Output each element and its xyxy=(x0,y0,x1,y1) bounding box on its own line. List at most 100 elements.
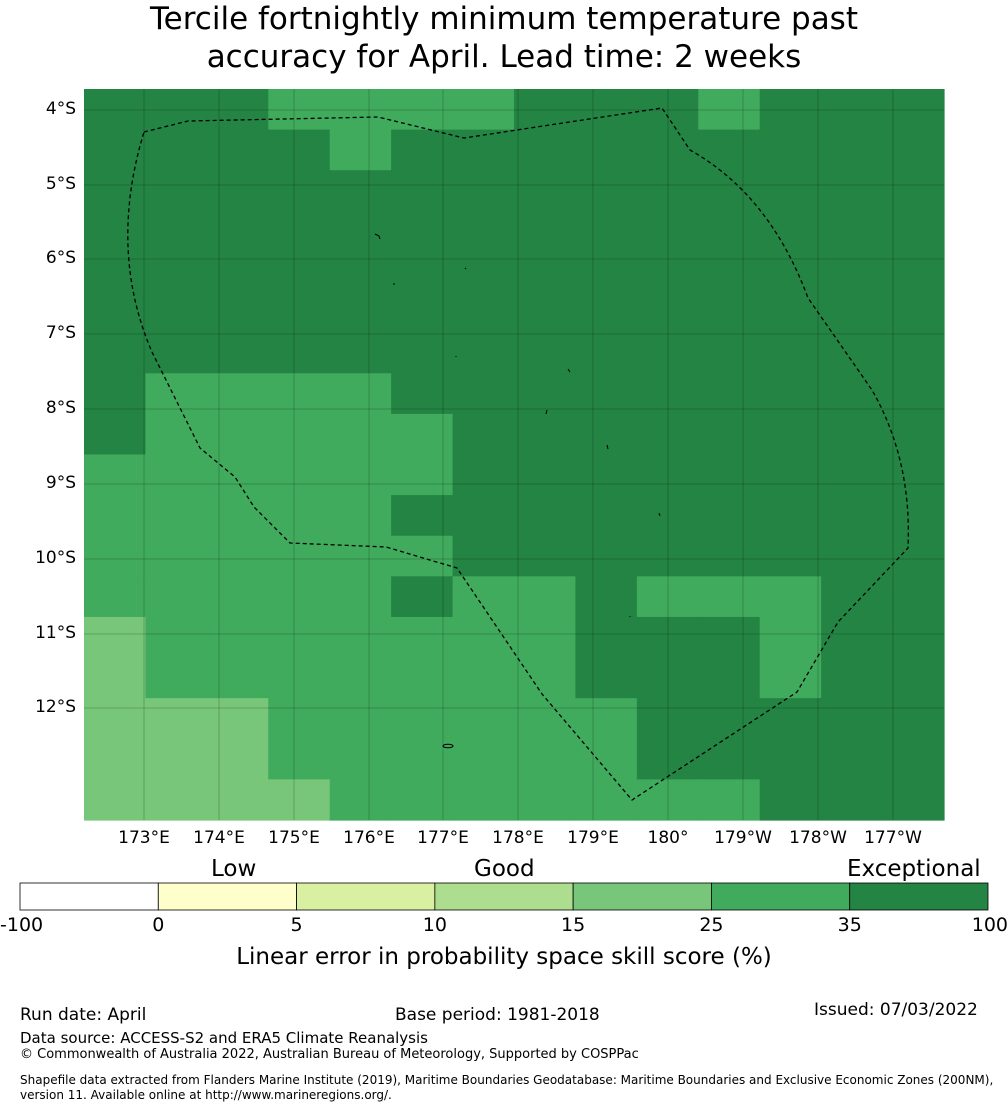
grid-cell xyxy=(452,170,515,212)
grid-cell xyxy=(391,657,454,699)
grid-cell xyxy=(84,576,147,618)
longitude-label: 179°E xyxy=(567,828,619,848)
grid-cell xyxy=(636,576,699,618)
longitude-label: 179°W xyxy=(714,828,772,848)
colorbar-segment xyxy=(296,882,436,911)
grid-cell xyxy=(575,738,638,780)
grid-cell xyxy=(698,129,761,171)
grid-cell xyxy=(698,292,761,334)
grid-cell xyxy=(145,292,208,334)
map-title: Tercile fortnightly minimum temperature … xyxy=(0,0,1008,76)
grid-cell xyxy=(206,535,269,577)
grid-cell xyxy=(575,616,638,659)
grid-cell xyxy=(452,738,515,780)
colorbar-tick-label: 5 xyxy=(290,914,303,936)
grid-cell xyxy=(698,495,761,537)
grid-cell xyxy=(882,454,945,496)
grid-cell xyxy=(206,616,269,659)
grid-cell xyxy=(206,89,269,131)
grid-cell xyxy=(268,332,331,374)
grid-cell xyxy=(84,779,147,821)
grid-cell xyxy=(514,170,577,212)
grid-cell xyxy=(882,535,945,577)
grid-cell xyxy=(206,779,269,821)
grid-cell xyxy=(575,292,638,334)
grid-cell xyxy=(145,657,208,699)
grid-cell xyxy=(882,373,945,415)
shapefile-credit-1: Shapefile data extracted from Flanders M… xyxy=(20,1073,994,1087)
longitude-label: 177°E xyxy=(417,828,469,848)
grid-cell xyxy=(206,373,269,415)
grid-cell xyxy=(84,170,147,212)
grid-cell xyxy=(391,373,454,415)
issued-date: Issued: 07/03/2022 xyxy=(814,1000,978,1020)
grid-cell xyxy=(329,576,392,618)
grid-cell xyxy=(514,698,577,740)
grid-cell xyxy=(145,576,208,618)
grid-cell xyxy=(514,738,577,780)
grid-cell xyxy=(391,129,454,171)
grid-cell xyxy=(575,170,638,212)
grid-cell xyxy=(84,413,147,456)
grid-cell xyxy=(268,657,331,699)
graticule xyxy=(84,89,944,820)
grid-cell xyxy=(636,495,699,537)
grid-cell xyxy=(882,332,945,374)
grid-cell xyxy=(821,251,884,293)
grid-cell xyxy=(882,170,945,212)
grid-cell xyxy=(268,210,331,253)
grid-cell xyxy=(84,698,147,740)
grid-cell xyxy=(391,698,454,740)
grid-cell xyxy=(698,413,761,456)
grid-cell xyxy=(329,779,392,821)
island xyxy=(374,233,381,240)
grid-cell xyxy=(514,495,577,537)
grid-cell xyxy=(329,454,392,496)
grid-cell xyxy=(391,292,454,334)
grid-cell xyxy=(821,535,884,577)
grid-cell xyxy=(268,616,331,659)
grid-cell xyxy=(882,292,945,334)
grid-cell xyxy=(882,210,945,253)
grid-cell xyxy=(206,332,269,374)
grid-cell xyxy=(759,616,822,659)
colorbar-segment xyxy=(157,882,297,911)
grid-cell xyxy=(882,698,945,740)
grid-cell xyxy=(821,292,884,334)
grid-cell xyxy=(821,89,884,131)
grid-cell xyxy=(821,698,884,740)
grid-cell xyxy=(452,698,515,740)
run-date: Run date: April xyxy=(20,1005,147,1025)
grid-cell xyxy=(268,698,331,740)
grid-cell xyxy=(636,332,699,374)
grid-cell xyxy=(84,89,147,131)
grid-cell xyxy=(575,779,638,821)
longitude-label: 177°W xyxy=(864,828,922,848)
longitude-label: 176°E xyxy=(343,828,395,848)
grid-cell xyxy=(268,292,331,334)
grid-cell xyxy=(145,373,208,415)
island xyxy=(545,409,548,415)
grid-cell xyxy=(636,535,699,577)
grid-cell xyxy=(821,170,884,212)
grid-cell xyxy=(329,129,392,171)
grid-cell xyxy=(759,576,822,618)
colorbar-segment xyxy=(19,882,159,911)
grid-cell xyxy=(698,454,761,496)
grid-cell xyxy=(391,413,454,456)
grid-cell xyxy=(698,616,761,659)
copyright: © Commonwealth of Australia 2022, Austra… xyxy=(20,1047,639,1062)
grid-cell xyxy=(636,129,699,171)
grid-cell xyxy=(514,616,577,659)
eez-boundary xyxy=(127,107,910,801)
island xyxy=(606,444,609,450)
grid-cell xyxy=(329,332,392,374)
longitude-label: 174°E xyxy=(193,828,245,848)
latitude-label: 12°S xyxy=(35,697,76,717)
grid-cell xyxy=(882,251,945,293)
grid-cell xyxy=(84,332,147,374)
grid-cell xyxy=(882,129,945,171)
colorbar-label: Linear error in probability space skill … xyxy=(236,944,772,970)
grid-cell xyxy=(84,738,147,780)
grid-cell xyxy=(821,495,884,537)
